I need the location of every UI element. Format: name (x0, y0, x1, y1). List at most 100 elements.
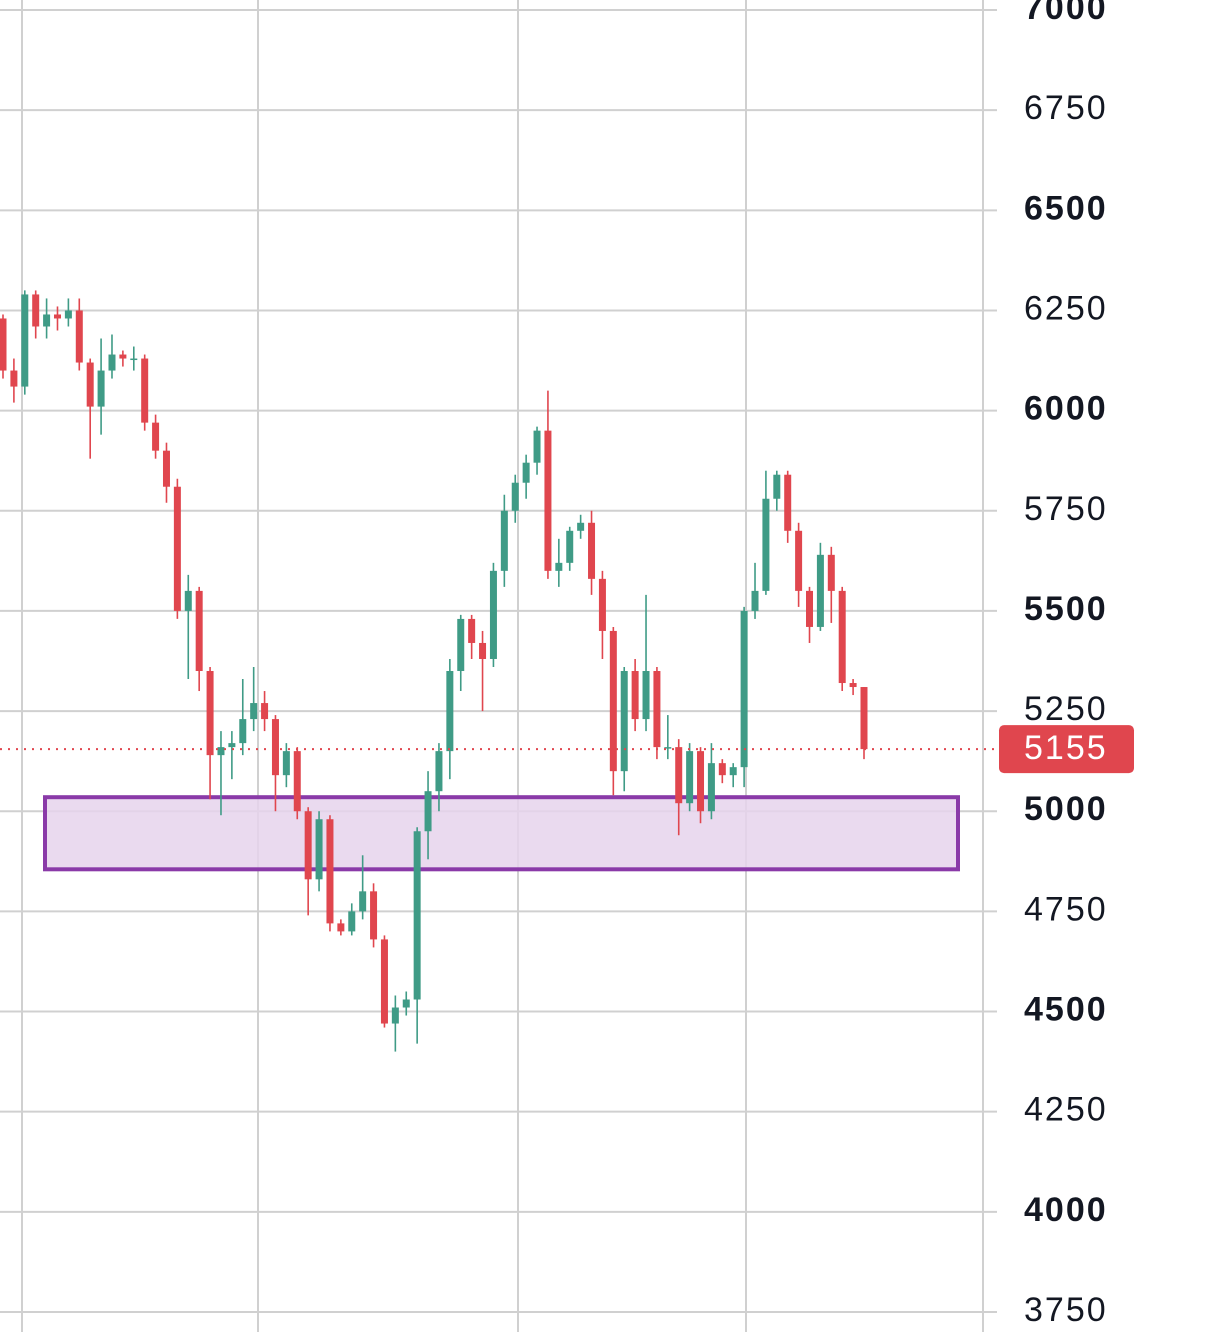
candle-body (522, 462, 530, 483)
candle-body (577, 522, 585, 531)
candle-body (860, 687, 868, 750)
candle-body (402, 999, 410, 1008)
candle-body (806, 590, 814, 627)
candle-body (424, 791, 432, 832)
candle-body (173, 486, 181, 611)
candle-body (468, 618, 476, 643)
candle-body (413, 831, 421, 1000)
candle-body (152, 422, 160, 451)
candle-body (609, 630, 617, 772)
candle-body (707, 763, 715, 812)
candle-body (675, 747, 683, 804)
last-price-badge (999, 725, 1134, 774)
candle-body (457, 618, 465, 672)
y-tick-label: 3750 (1024, 1291, 1108, 1329)
candle-body (795, 530, 803, 591)
candle-body (348, 911, 356, 932)
candle-body (773, 474, 781, 499)
candle-body (21, 294, 29, 387)
candle-body (0, 318, 7, 371)
y-tick-label: 4750 (1024, 890, 1108, 928)
last-price-label: 5155 (1024, 729, 1108, 767)
candle-body (664, 747, 672, 749)
candle-body (10, 370, 18, 387)
candle-body (827, 554, 835, 591)
candle-body (359, 891, 367, 912)
y-tick-label: 5750 (1024, 490, 1108, 528)
candle-body (435, 751, 443, 792)
candle-body (184, 590, 192, 611)
candle-body (566, 530, 574, 563)
candle-body (239, 719, 247, 744)
y-tick-label: 5250 (1024, 690, 1108, 728)
candle-body (271, 719, 279, 776)
candle-body (751, 590, 759, 611)
candle-body (261, 703, 269, 720)
candle-body (718, 763, 726, 776)
candle-body (293, 751, 301, 812)
candle-body (631, 671, 639, 720)
candle-body (555, 562, 563, 571)
candle-body (697, 751, 705, 812)
candle-body (119, 354, 127, 359)
y-tick-label: 5000 (1024, 790, 1108, 828)
candle-body (620, 671, 628, 772)
candle-body (479, 642, 487, 659)
candle-body (489, 570, 497, 659)
candle-body (97, 370, 105, 407)
candle-body (588, 522, 596, 579)
candle-body (53, 314, 61, 319)
candle-body (740, 610, 748, 768)
candle-body (326, 819, 334, 924)
candle-body (838, 590, 846, 684)
candle-body (380, 939, 388, 1024)
y-tick-label: 6250 (1024, 289, 1108, 327)
candle-body (544, 430, 552, 571)
candle-body (217, 747, 225, 756)
candle-body (64, 310, 72, 319)
y-tick-label: 4250 (1024, 1091, 1108, 1129)
y-tick-label: 6750 (1024, 89, 1108, 127)
candle-body (500, 510, 508, 571)
candle-body (762, 498, 770, 591)
candle-body (849, 683, 857, 688)
time-grid (21, 0, 984, 1332)
y-tick-label: 6000 (1024, 390, 1108, 428)
y-tick-label: 6500 (1024, 189, 1108, 227)
candle-body (816, 554, 824, 627)
candle-body (162, 450, 170, 487)
candle-body (784, 474, 792, 531)
candle-body (195, 590, 203, 672)
candle-body (511, 482, 519, 511)
candle-body (686, 751, 694, 804)
candle-body (533, 430, 541, 463)
candle-body (653, 671, 661, 748)
candle-body (315, 819, 323, 880)
candle-body (642, 671, 650, 720)
candle-body (141, 358, 149, 423)
candle-body (391, 1007, 399, 1024)
candle-body (86, 362, 94, 407)
candle-body (729, 767, 737, 776)
candle-body (304, 811, 312, 880)
y-tick-label: 7000 (1024, 0, 1108, 27)
candle-body (282, 751, 290, 776)
candle-body (446, 671, 454, 752)
candle-body (598, 578, 606, 631)
candle-body (75, 310, 83, 363)
candles (0, 290, 868, 1052)
candle-body (108, 354, 116, 371)
candle-body (228, 743, 236, 748)
candle-body (43, 314, 51, 327)
candle-body (370, 891, 378, 940)
y-tick-label: 5500 (1024, 590, 1108, 628)
y-tick-label: 4500 (1024, 991, 1108, 1029)
candle-body (337, 923, 345, 932)
candle-body (206, 671, 214, 756)
candle-body (32, 294, 40, 327)
zone (43, 795, 960, 872)
candle-body (130, 358, 138, 361)
candle-body (250, 703, 258, 720)
